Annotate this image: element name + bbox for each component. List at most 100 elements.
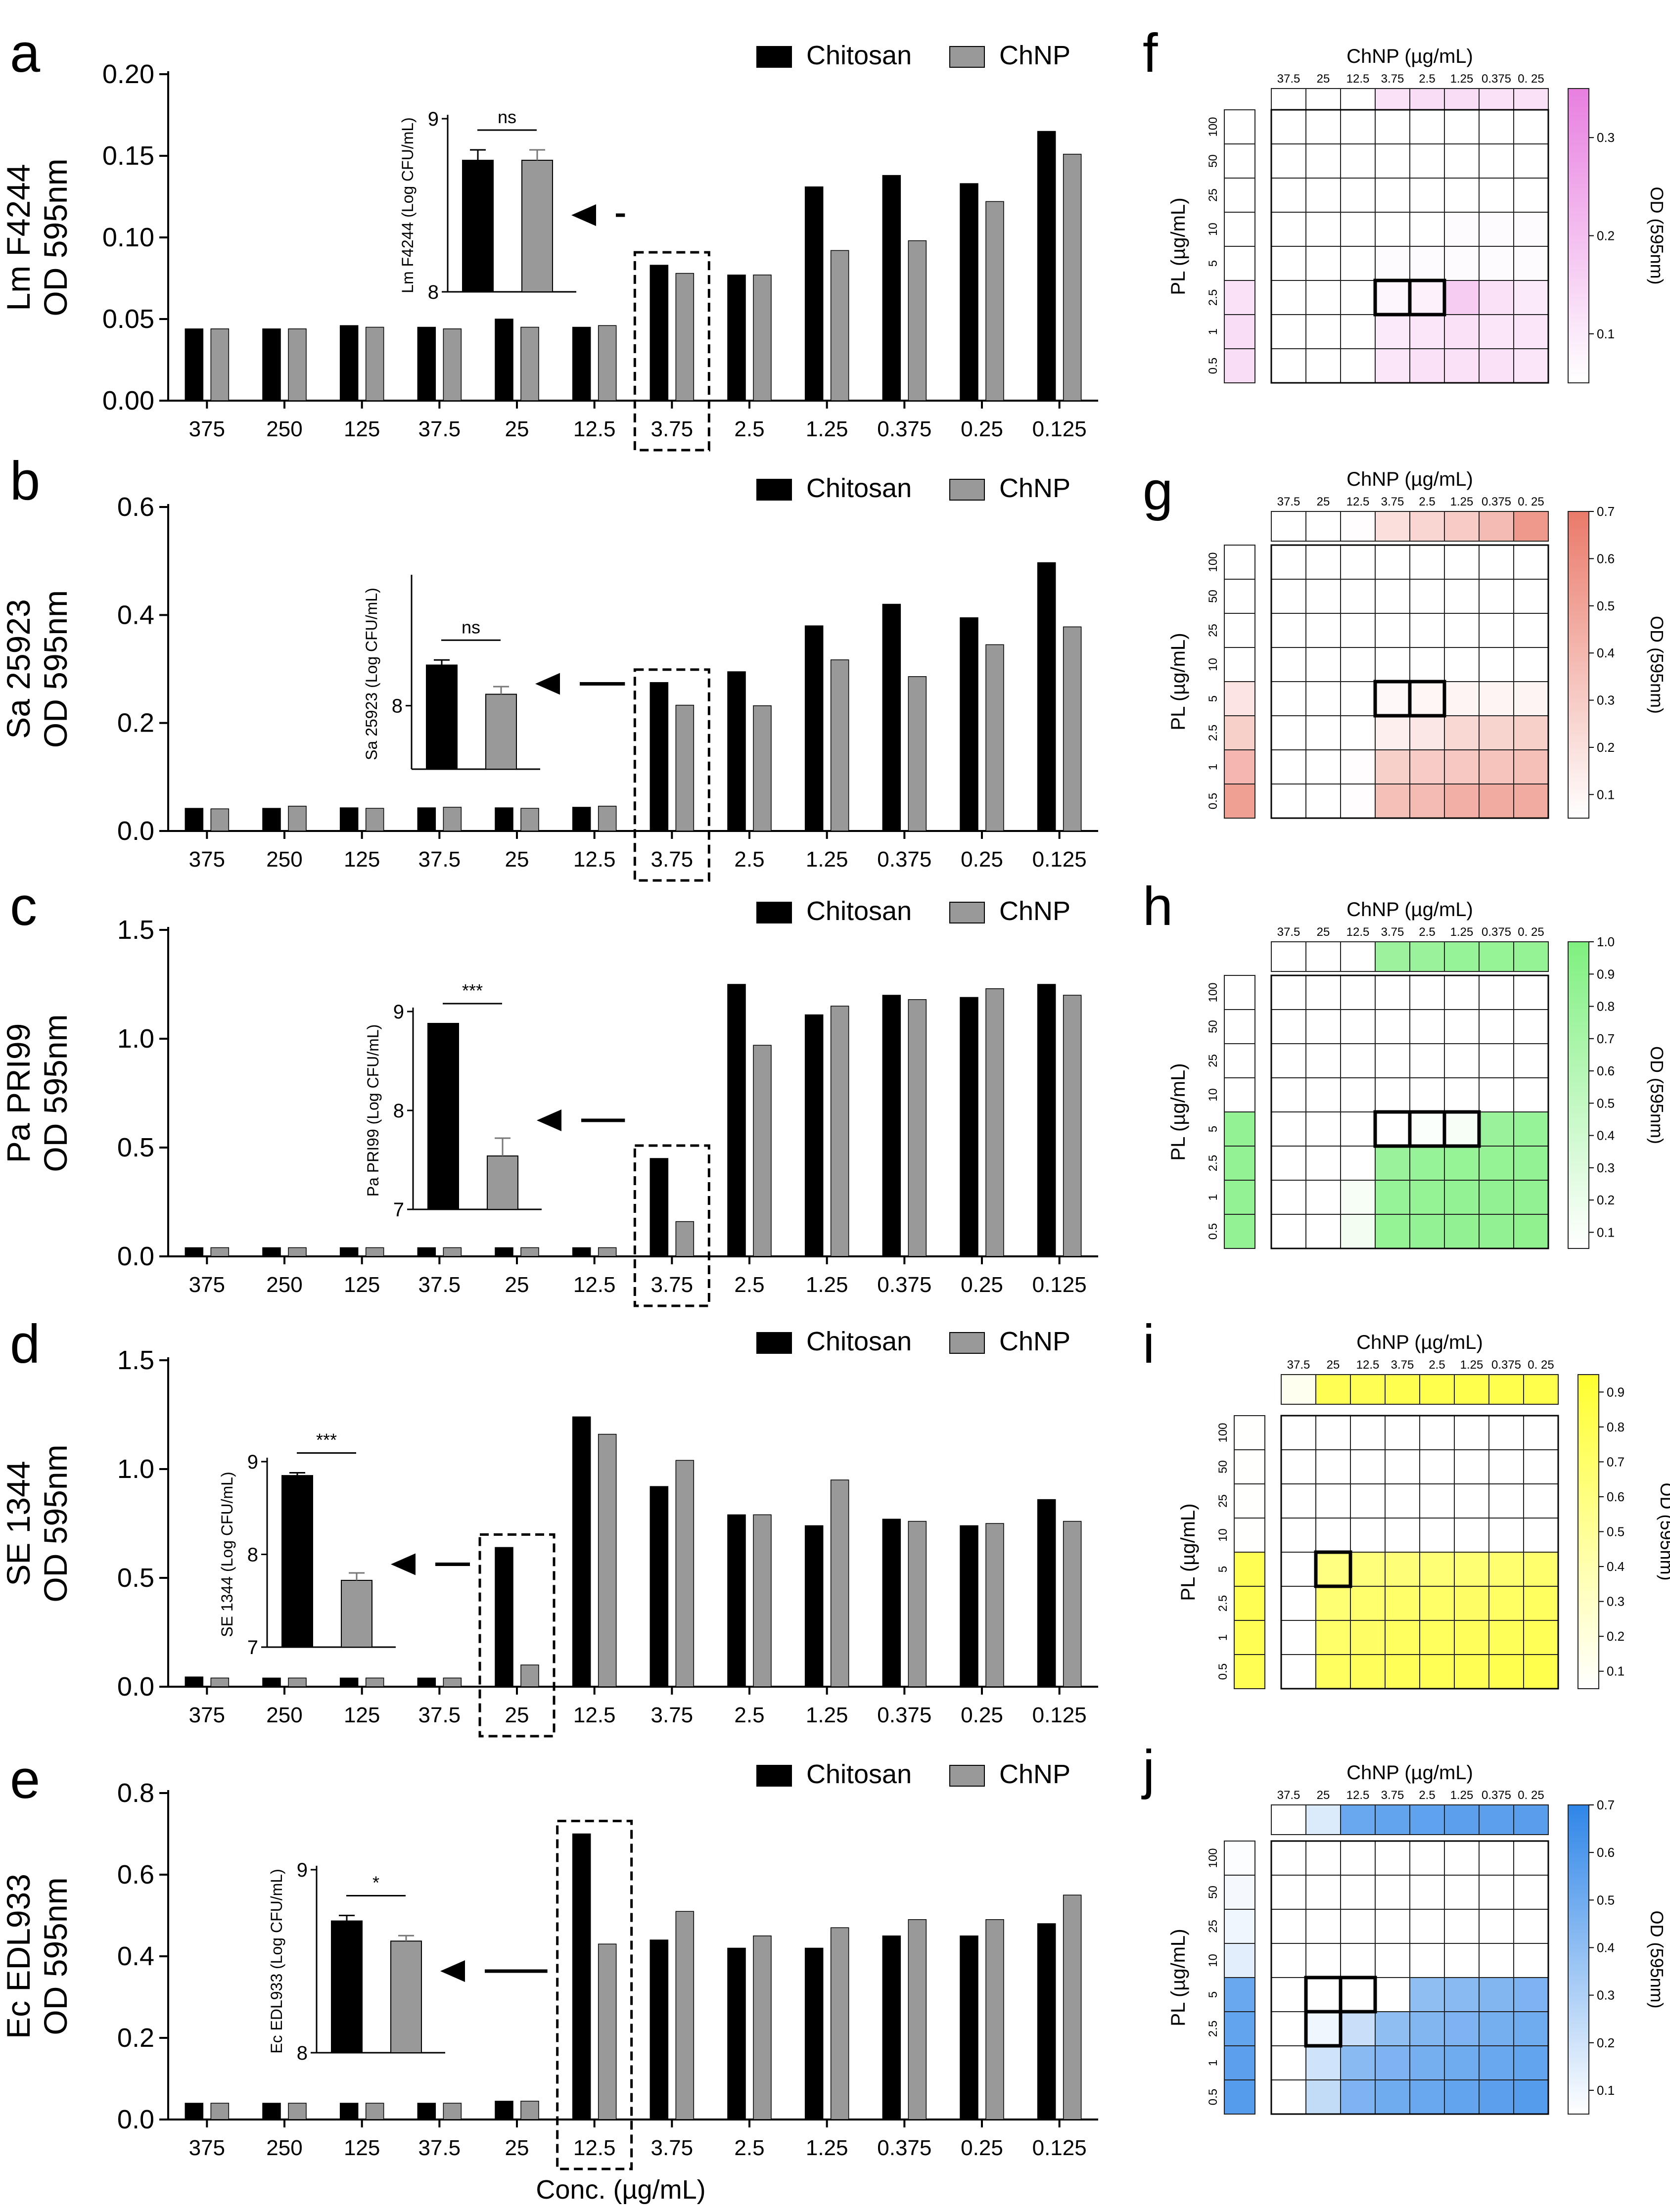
colorbar-title: OD (595nm) [1657,1482,1670,1580]
inset-bar [487,1155,518,1210]
bar-chart-d: d SE 1344 OD 595nm 0.0 0.5 1.0 1.5 375 250 125 37.… [0,1314,1098,1738]
panel-letter: g [1143,461,1173,521]
heatmap-cell [1419,1620,1455,1655]
x-tick-label: 375 [189,1273,225,1297]
heatmap-cell [1479,1111,1514,1147]
x-tick-label: 25 [505,847,529,872]
heatmap-cell [1444,1909,1480,1944]
heatmap-cell [1375,681,1410,716]
heatmap-y-tick-label: 5 [1206,695,1220,702]
legend-label: Chitosan [806,473,912,503]
panel-letter: b [10,451,40,511]
bar-chitosan [727,1947,746,2120]
heatmap-x-tick-label: 0. 25 [1518,925,1544,939]
panel-letter: c [10,876,37,937]
heatmap-cell [1454,1552,1489,1587]
bar-chitosan [572,1833,591,2120]
heatmap-x-tick-label: 1.25 [1450,1789,1474,1802]
heatmap-cell [1513,1214,1549,1249]
top-strip-cell [1523,1374,1559,1405]
bar-chitosan [727,671,746,831]
heatmap-cell [1271,975,1306,1010]
left-strip-cell [1224,975,1255,1010]
heatmap-cell [1375,2079,1410,2115]
heatmap-cell [1340,1841,1376,1876]
heatmap-cell [1315,1654,1351,1689]
heatmap-x-tick-label: 3.75 [1381,72,1404,86]
top-strip-cell [1409,511,1445,542]
heatmap-j: j ChNP (µg/mL)37.5 25 12.5 3.75 2.5 1.25 0.375 0… [1141,1739,1667,2115]
heatmap-x-tick-label: 3.75 [1381,495,1404,508]
heatmap-cell [1409,975,1445,1010]
heatmap-h: h ChNP (µg/mL)37.5 25 12.5 3.75 2.5 1.25 0.375 0… [1143,876,1667,1249]
heatmap-cell [1340,1977,1376,2012]
heatmap-cell [1409,1009,1445,1044]
heatmap-cell [1479,314,1514,349]
bar-chnp [753,1936,772,2120]
bar-chnp [365,808,384,831]
bar-chnp [210,1677,230,1687]
heatmap-cell [1350,1654,1386,1689]
heatmap-y-tick-label: 25 [1206,1920,1220,1933]
left-strip-cell [1224,715,1255,750]
heatmap-cell [1409,1180,1445,1215]
heatmap-cell [1305,975,1341,1010]
colorbar-tick-label: 0.8 [1607,1420,1624,1434]
heatmap-cell [1513,348,1549,383]
heatmap-cell [1444,2079,1480,2115]
x-tick-label: 375 [189,1703,225,1727]
x-tick-label: 0.25 [961,1703,1003,1727]
heatmap-cell [1271,1111,1306,1147]
y-tick-label: 0.5 [117,1563,154,1593]
heatmap-cell [1479,783,1514,819]
top-strip-cell [1419,1374,1455,1405]
colorbar [1568,1804,1589,2115]
bar-chnp [520,326,539,401]
bar-chnp [985,1919,1004,2120]
panel-letter: a [10,23,41,84]
bar-chitosan [185,1247,204,1257]
x-tick-label: 25 [505,1273,529,1297]
heatmap-cell [1419,1483,1455,1519]
x-tick-label: 3.75 [651,417,694,441]
inset-chart: 8 Sa 25923 (Log CFU/mL) ns [363,575,540,770]
heatmap-cell [1444,280,1480,315]
bar-chitosan [727,275,746,401]
heatmap-cell [1375,109,1410,144]
heatmap-cell [1479,348,1514,383]
bar-chnp [908,240,927,401]
heatmap-cell [1305,715,1341,750]
inset-bar [331,1920,363,2054]
heatmap-y-tick-label: 10 [1206,223,1220,236]
heatmap-cell [1271,545,1306,580]
heatmap-cell [1444,143,1480,179]
heatmap-cell [1488,1552,1524,1587]
inset-chart: 8 9 Lm F4244 (Log CFU/mL) ns [399,107,576,303]
inset-bar [281,1475,313,1648]
x-tick-label: 0.125 [1032,1703,1087,1727]
top-strip-cell [1271,1804,1306,1835]
bar-chitosan [417,1247,436,1257]
heatmap-cell [1479,1977,1514,2012]
panel-letter: h [1143,876,1173,937]
y-tick-label: 0.15 [102,141,154,171]
bar-chnp [908,1919,927,2120]
left-strip-cell [1234,1620,1265,1655]
y-axis-title: Lm F4244 [0,164,37,311]
y-tick-label: 1.5 [117,915,154,945]
heatmap-cell [1340,1943,1376,1978]
heatmap-cell [1340,109,1376,144]
heatmap-cell [1340,1111,1376,1147]
heatmap-cell [1409,1043,1445,1078]
heatmap-y-tick-label: 100 [1206,1848,1220,1868]
heatmap-cell [1305,1077,1341,1112]
colorbar-tick-label: 0.5 [1597,1096,1615,1110]
heatmap-cell [1513,749,1549,784]
highlight-box [633,1144,710,1307]
x-tick-label: 125 [344,847,380,872]
colorbar-tick-label: 0.7 [1597,1031,1615,1046]
heatmap-cell [1444,647,1480,682]
heatmap-y-title: PL (µg/mL) [1167,633,1189,730]
bar-chnp [675,273,695,401]
colorbar-tick-label: 0.2 [1597,1193,1615,1207]
